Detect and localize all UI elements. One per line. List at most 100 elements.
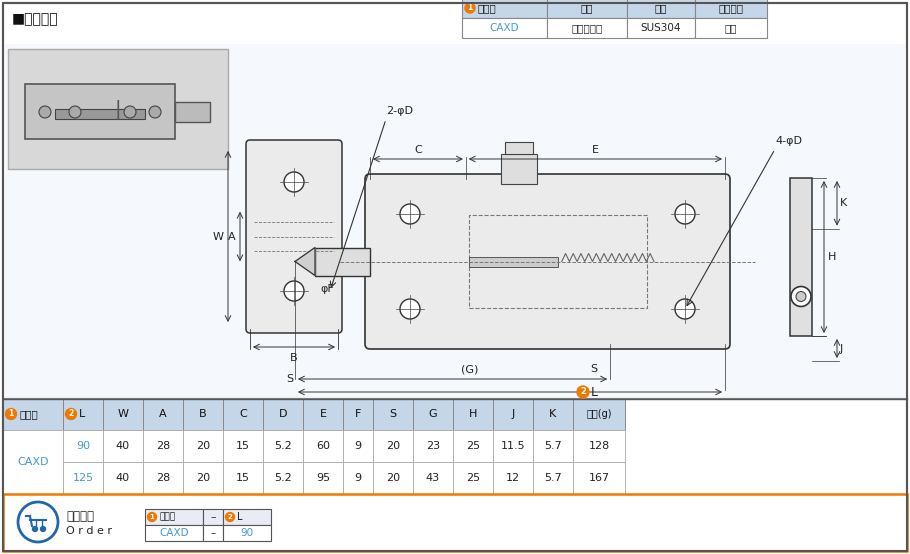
Bar bbox=[413, 398, 453, 430]
Bar bbox=[493, 430, 533, 462]
Text: B: B bbox=[199, 409, 207, 419]
Text: 4-φD: 4-φD bbox=[775, 136, 802, 146]
Text: 2: 2 bbox=[68, 409, 74, 418]
Text: 11.5: 11.5 bbox=[501, 441, 525, 451]
Bar bbox=[547, 18, 627, 38]
Text: φF: φF bbox=[320, 284, 334, 294]
Text: E: E bbox=[319, 409, 327, 419]
Text: C: C bbox=[239, 409, 247, 419]
Bar bbox=[790, 178, 812, 336]
Text: 25: 25 bbox=[466, 473, 480, 483]
Text: 90: 90 bbox=[240, 528, 254, 538]
Text: J: J bbox=[840, 343, 844, 353]
Text: 拉丝: 拉丝 bbox=[724, 23, 737, 33]
Text: 类型码: 类型码 bbox=[478, 3, 497, 13]
Text: CAXD: CAXD bbox=[17, 457, 49, 467]
Bar bbox=[143, 462, 183, 494]
Text: H: H bbox=[469, 409, 477, 419]
Text: 20: 20 bbox=[386, 441, 400, 451]
Text: L: L bbox=[591, 386, 598, 398]
Text: ■弹性插销: ■弹性插销 bbox=[12, 12, 58, 26]
Bar bbox=[203, 525, 223, 541]
Circle shape bbox=[147, 512, 157, 521]
Text: 1: 1 bbox=[8, 409, 14, 418]
Bar bbox=[547, 0, 627, 18]
Text: C: C bbox=[414, 145, 422, 155]
Bar bbox=[501, 154, 537, 184]
Text: W: W bbox=[213, 232, 224, 242]
Text: 表面处理: 表面处理 bbox=[719, 3, 743, 13]
Text: 2-φD: 2-φD bbox=[386, 106, 413, 116]
Text: A: A bbox=[228, 232, 236, 242]
Bar bbox=[573, 398, 625, 430]
Bar bbox=[462, 0, 547, 18]
Text: L: L bbox=[79, 409, 86, 419]
Bar bbox=[505, 142, 533, 154]
Bar bbox=[462, 18, 547, 38]
Circle shape bbox=[675, 299, 695, 319]
Bar bbox=[63, 462, 103, 494]
Bar bbox=[343, 462, 373, 494]
Bar bbox=[63, 430, 103, 462]
Bar bbox=[3, 430, 63, 494]
Circle shape bbox=[226, 512, 235, 521]
Text: –: – bbox=[210, 528, 216, 538]
Circle shape bbox=[400, 299, 420, 319]
Circle shape bbox=[33, 526, 37, 531]
Bar bbox=[343, 430, 373, 462]
Circle shape bbox=[124, 106, 136, 118]
Bar bbox=[627, 18, 695, 38]
Text: F: F bbox=[355, 409, 361, 419]
Text: E: E bbox=[592, 145, 599, 155]
Bar bbox=[103, 430, 143, 462]
Text: 25: 25 bbox=[466, 441, 480, 451]
Circle shape bbox=[791, 286, 811, 306]
Text: B: B bbox=[290, 353, 298, 363]
Bar bbox=[103, 398, 143, 430]
Circle shape bbox=[69, 106, 81, 118]
Bar bbox=[263, 398, 303, 430]
Text: 类型码: 类型码 bbox=[19, 409, 37, 419]
Circle shape bbox=[577, 386, 589, 398]
Text: 128: 128 bbox=[589, 441, 610, 451]
Text: 9: 9 bbox=[354, 441, 361, 451]
Text: G: G bbox=[429, 409, 438, 419]
Text: 5.7: 5.7 bbox=[544, 441, 561, 451]
Text: 订购范例: 订购范例 bbox=[66, 510, 94, 522]
Bar bbox=[183, 462, 223, 494]
Bar bbox=[695, 18, 767, 38]
Text: 左右通用型: 左右通用型 bbox=[571, 23, 602, 33]
Text: 2: 2 bbox=[228, 514, 232, 520]
Bar bbox=[263, 430, 303, 462]
Bar bbox=[145, 525, 203, 541]
Text: –: – bbox=[210, 512, 216, 522]
Bar bbox=[263, 462, 303, 494]
Text: SUS304: SUS304 bbox=[641, 23, 682, 33]
Text: 23: 23 bbox=[426, 441, 440, 451]
Bar bbox=[63, 398, 103, 430]
Text: 28: 28 bbox=[156, 441, 170, 451]
Bar bbox=[223, 398, 263, 430]
Text: D: D bbox=[278, 409, 288, 419]
Bar bbox=[3, 494, 907, 551]
Bar bbox=[223, 525, 271, 541]
Text: 60: 60 bbox=[316, 441, 330, 451]
Bar bbox=[203, 509, 223, 525]
Bar bbox=[453, 398, 493, 430]
Text: |: | bbox=[115, 99, 121, 119]
Circle shape bbox=[149, 106, 161, 118]
FancyBboxPatch shape bbox=[365, 174, 730, 349]
Bar bbox=[3, 398, 63, 430]
Text: 5.2: 5.2 bbox=[274, 473, 292, 483]
Bar bbox=[8, 49, 228, 169]
Text: 167: 167 bbox=[589, 473, 610, 483]
Circle shape bbox=[675, 204, 695, 224]
Bar bbox=[303, 462, 343, 494]
Text: 1: 1 bbox=[468, 3, 472, 13]
Bar bbox=[145, 509, 203, 525]
Text: 15: 15 bbox=[236, 441, 250, 451]
Text: 90: 90 bbox=[76, 441, 90, 451]
Bar bbox=[175, 102, 210, 122]
Bar bbox=[470, 257, 558, 266]
Bar bbox=[143, 430, 183, 462]
